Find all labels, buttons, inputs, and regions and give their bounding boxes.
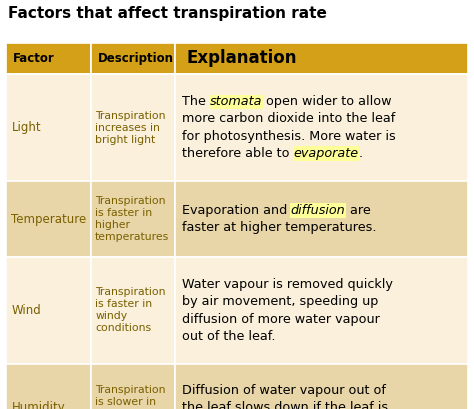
- Text: The: The: [182, 95, 210, 108]
- Text: Humidity: Humidity: [11, 402, 65, 409]
- Text: Wind: Wind: [11, 304, 41, 317]
- Text: stomata: stomata: [210, 95, 262, 108]
- Bar: [6, 74, 91, 181]
- Bar: [91, 257, 174, 364]
- Text: Transpiration
increases in
bright light: Transpiration increases in bright light: [95, 110, 165, 145]
- Bar: [6, 364, 91, 409]
- Text: diffusion of more water vapour: diffusion of more water vapour: [182, 312, 380, 326]
- Text: evaporate: evaporate: [293, 147, 358, 160]
- Text: Diffusion of water vapour out of: Diffusion of water vapour out of: [182, 384, 385, 397]
- Bar: [91, 181, 174, 257]
- Text: Description: Description: [98, 52, 174, 65]
- Text: Factor: Factor: [12, 52, 55, 65]
- Text: therefore able to: therefore able to: [182, 147, 293, 160]
- Text: Water vapour is removed quickly: Water vapour is removed quickly: [182, 278, 392, 291]
- Text: diffusion: diffusion: [291, 204, 346, 217]
- Bar: [6, 43, 91, 74]
- Text: Explanation: Explanation: [186, 49, 297, 67]
- Bar: [174, 43, 468, 74]
- Text: out of the leaf.: out of the leaf.: [182, 330, 275, 343]
- Bar: [6, 181, 91, 257]
- Text: Light: Light: [11, 121, 41, 134]
- Text: Transpiration
is slower in
humid
conditions: Transpiration is slower in humid conditi…: [95, 385, 165, 409]
- Text: are: are: [346, 204, 370, 217]
- Text: Factors that affect transpiration rate: Factors that affect transpiration rate: [8, 6, 327, 21]
- Bar: [174, 257, 468, 364]
- Bar: [174, 74, 468, 181]
- Text: more carbon dioxide into the leaf: more carbon dioxide into the leaf: [182, 112, 395, 126]
- Bar: [91, 43, 174, 74]
- Text: Transpiration
is faster in
higher
temperatures: Transpiration is faster in higher temper…: [95, 196, 169, 242]
- Bar: [174, 181, 468, 257]
- Text: open wider to allow: open wider to allow: [262, 95, 392, 108]
- Text: Evaporation and: Evaporation and: [182, 204, 291, 217]
- Bar: [91, 74, 174, 181]
- Bar: [91, 364, 174, 409]
- Text: for photosynthesis. More water is: for photosynthesis. More water is: [182, 130, 395, 143]
- Text: the leaf slows down if the leaf is: the leaf slows down if the leaf is: [182, 402, 388, 409]
- Text: by air movement, speeding up: by air movement, speeding up: [182, 295, 378, 308]
- Text: .: .: [358, 147, 363, 160]
- Text: faster at higher temperatures.: faster at higher temperatures.: [182, 221, 376, 234]
- Bar: [6, 257, 91, 364]
- Bar: [174, 364, 468, 409]
- Text: Transpiration
is faster in
windy
conditions: Transpiration is faster in windy conditi…: [95, 288, 165, 333]
- Text: Temperature: Temperature: [11, 213, 87, 225]
